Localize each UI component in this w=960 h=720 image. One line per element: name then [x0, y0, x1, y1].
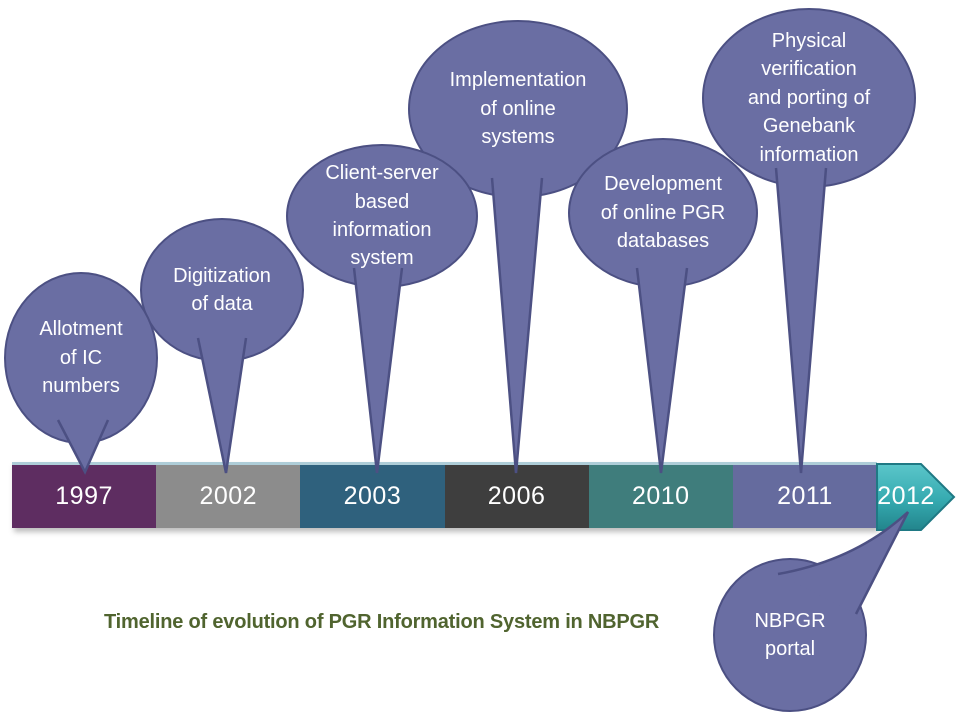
balloon-physical-verification: Physical verification and porting of Gen… — [702, 8, 916, 188]
timeline-segment-2003: 2003 — [300, 465, 445, 528]
year-label-2011: 2011 — [777, 482, 833, 510]
balloon-label: NBPGR portal — [754, 609, 826, 660]
balloon-label: Development of online PGR databases — [600, 173, 726, 253]
year-label-2006: 2006 — [487, 482, 546, 510]
balloon-allotment-ic-numbers: Allotment of IC numbers — [4, 272, 158, 444]
balloon-development-pgr-databases: Development of online PGR databases — [568, 138, 758, 288]
slide-caption: Timeline of evolution of PGR Information… — [104, 611, 660, 633]
timeline-segment-2002: 2002 — [156, 465, 301, 528]
year-label-2012: 2012 — [877, 481, 935, 510]
timeline-segment-2010: 2010 — [588, 465, 733, 528]
timeline-segment-1997: 1997 — [12, 465, 157, 528]
year-label-2003: 2003 — [343, 482, 402, 510]
balloon-label: Allotment of IC numbers — [39, 318, 123, 398]
timeline-segment-2011: 2011 — [732, 465, 878, 528]
balloon-label: Digitization of data — [173, 264, 271, 315]
balloon-digitization-of-data: Digitization of data — [140, 218, 304, 362]
year-label-2002: 2002 — [199, 482, 258, 510]
balloon-tail-2003 — [352, 267, 404, 474]
balloon-nbpgr-portal: NBPGR portal — [713, 558, 867, 712]
timeline-bar: 1997 2002 2003 2006 2010 2011 — [12, 462, 878, 528]
balloon-tail-2006 — [490, 177, 544, 474]
timeline-segment-2006: 2006 — [444, 465, 589, 528]
balloon-client-server-system: Client-server based information system — [286, 144, 478, 288]
balloon-label: Implementation of online systems — [449, 69, 587, 149]
balloon-label: Client-server based information system — [325, 162, 439, 270]
year-label-2010: 2010 — [631, 482, 690, 510]
balloon-label: Physical verification and porting of Gen… — [747, 30, 871, 166]
balloon-tail-2011 — [774, 167, 828, 474]
year-label-1997: 1997 — [55, 482, 113, 510]
balloon-tail-2010 — [635, 267, 689, 474]
